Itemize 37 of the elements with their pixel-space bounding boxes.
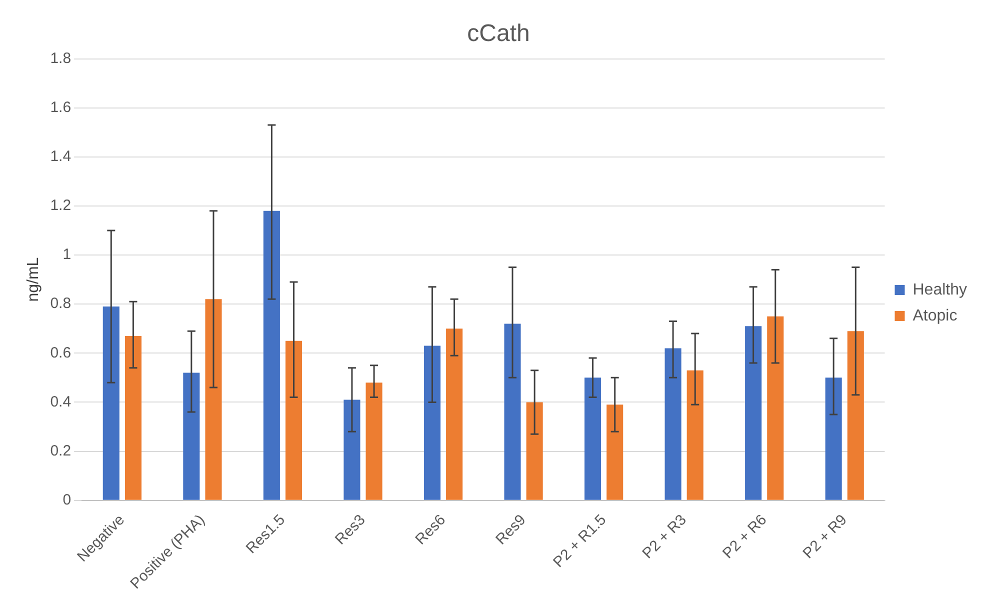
bar xyxy=(124,336,142,500)
y-tick-label: 1.6 xyxy=(50,99,72,116)
chart-title: cCath xyxy=(467,20,530,48)
y-tick-label: 1.8 xyxy=(50,50,72,67)
bar xyxy=(263,210,280,500)
bar xyxy=(847,331,864,500)
bar xyxy=(526,402,543,500)
y-tick-label: 0 xyxy=(62,491,72,508)
y-tick-label: 0.8 xyxy=(50,295,72,312)
x-tick-label: P2 + R9 xyxy=(800,511,850,562)
bar xyxy=(584,378,602,500)
bar xyxy=(686,370,704,500)
y-axis-title: ng/mL xyxy=(25,257,42,302)
bar xyxy=(102,306,120,500)
bar xyxy=(745,326,762,500)
y-tick-label: 1 xyxy=(62,246,72,264)
bar xyxy=(767,316,784,500)
y-tick-label: 1.2 xyxy=(50,197,72,214)
x-tick-label: P2 + R6 xyxy=(719,511,770,562)
bar xyxy=(825,378,842,500)
bar xyxy=(285,340,302,500)
bar xyxy=(205,299,222,500)
legend-label: Healthy xyxy=(912,281,967,298)
bar xyxy=(664,348,682,500)
x-tick-label: P2 + R3 xyxy=(639,511,690,562)
bar xyxy=(183,372,200,500)
bar xyxy=(424,346,441,500)
bar xyxy=(504,324,521,500)
bar xyxy=(366,382,382,500)
legend-label: Atopic xyxy=(912,307,958,324)
bar xyxy=(344,400,360,500)
y-tick-label: 1.4 xyxy=(50,148,72,166)
bar xyxy=(606,404,624,500)
y-tick-label: 0.4 xyxy=(50,393,72,410)
y-tick-label: 0.6 xyxy=(50,344,72,362)
bar xyxy=(446,328,463,500)
y-tick-label: 0.2 xyxy=(50,442,72,460)
